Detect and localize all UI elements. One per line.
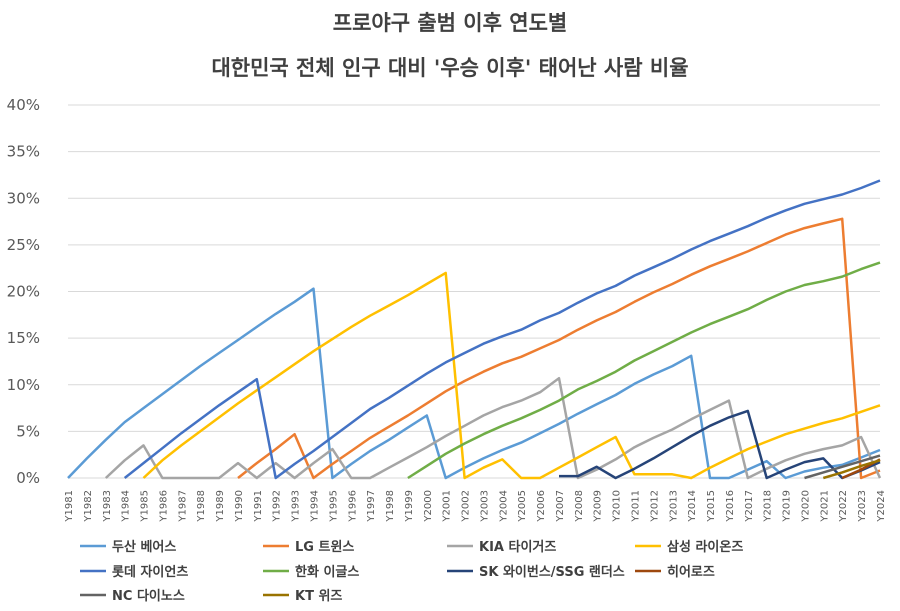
y-tick-label: 10% bbox=[7, 376, 40, 394]
y-tick-label: 0% bbox=[16, 469, 40, 487]
legend-label: KIA 타이거즈 bbox=[479, 539, 556, 555]
legend-label: 삼성 라이온즈 bbox=[667, 539, 743, 555]
x-tick-label: Y1993 bbox=[291, 490, 302, 523]
x-tick-label: Y2022 bbox=[838, 490, 849, 523]
x-tick-label: Y1995 bbox=[328, 490, 339, 523]
x-tick-label: Y2007 bbox=[555, 490, 566, 523]
y-tick-label: 5% bbox=[16, 422, 40, 440]
x-tick-label: Y2002 bbox=[461, 490, 472, 523]
legend-label: KT 위즈 bbox=[295, 589, 342, 604]
legend-label: 두산 베어스 bbox=[112, 539, 176, 555]
chart-subtitle: 대한민국 전체 인구 대비 '우승 이후' 태어난 사람 비율 bbox=[211, 56, 688, 80]
legend-label: LG 트윈스 bbox=[295, 540, 354, 555]
y-tick-label: 35% bbox=[7, 143, 40, 161]
series-line bbox=[104, 376, 882, 480]
x-tick-label: Y2020 bbox=[800, 490, 811, 523]
x-tick-label: Y2003 bbox=[479, 490, 490, 523]
x-tick-label: Y2017 bbox=[744, 490, 755, 523]
x-tick-label: Y2004 bbox=[498, 490, 509, 523]
x-tick-label: Y2011 bbox=[631, 490, 642, 523]
x-tick-label: Y2016 bbox=[725, 490, 736, 523]
x-tick-label: Y1983 bbox=[102, 490, 113, 523]
chart-title: 프로야구 출범 이후 연도별 bbox=[333, 11, 567, 35]
legend-label: 한화 이글스 bbox=[295, 564, 359, 580]
x-tick-label: Y2006 bbox=[536, 490, 547, 523]
y-tick-label: 30% bbox=[7, 189, 40, 207]
x-tick-label: Y1985 bbox=[140, 490, 151, 523]
x-tick-label: Y2021 bbox=[819, 490, 830, 523]
series-line bbox=[237, 217, 881, 480]
x-tick-label: Y2001 bbox=[442, 490, 453, 523]
x-tick-label: Y2000 bbox=[423, 490, 434, 523]
x-tick-label: Y2008 bbox=[574, 490, 585, 523]
series-line bbox=[559, 409, 881, 480]
y-tick-label: 15% bbox=[7, 329, 40, 347]
x-tick-label: Y1982 bbox=[83, 490, 94, 523]
x-tick-label: Y2013 bbox=[668, 490, 679, 523]
x-tick-label: Y2012 bbox=[649, 490, 660, 523]
x-tick-label: Y1999 bbox=[404, 490, 415, 523]
x-tick-label: Y1988 bbox=[196, 490, 207, 523]
x-tick-label: Y1996 bbox=[347, 490, 358, 523]
x-tick-label: Y2005 bbox=[517, 490, 528, 523]
x-tick-label: Y1990 bbox=[234, 490, 245, 523]
x-tick-label: Y1987 bbox=[177, 490, 188, 523]
legend-label: 히어로즈 bbox=[667, 564, 715, 580]
legend-label: 롯데 자이언츠 bbox=[112, 564, 188, 580]
x-tick-label: Y2014 bbox=[687, 490, 698, 523]
series-line bbox=[407, 261, 881, 480]
x-tick-label: Y1989 bbox=[215, 490, 226, 523]
x-tick-label: Y2019 bbox=[782, 490, 793, 523]
y-tick-label: 20% bbox=[7, 283, 40, 301]
y-tick-label: 25% bbox=[7, 236, 40, 254]
x-tick-label: Y2010 bbox=[612, 490, 623, 523]
y-axis-ticks: 0% 5% 10% 15% 20% 25% 30% 35% 40% bbox=[7, 96, 40, 487]
series-line bbox=[804, 454, 881, 480]
legend-label: NC 다이노스 bbox=[112, 588, 185, 604]
x-tick-label: Y1998 bbox=[385, 490, 396, 523]
x-tick-label: Y1992 bbox=[272, 490, 283, 523]
x-tick-label: Y2024 bbox=[876, 490, 887, 523]
gridlines bbox=[68, 104, 880, 479]
x-tick-label: Y2018 bbox=[763, 490, 774, 523]
x-tick-label: Y1981 bbox=[64, 490, 75, 523]
legend-label: SK 와이번스/SSG 랜더스 bbox=[479, 564, 625, 580]
x-tick-label: Y1997 bbox=[366, 490, 377, 523]
x-tick-label: Y1984 bbox=[121, 490, 132, 523]
x-tick-label: Y2009 bbox=[593, 490, 604, 523]
y-tick-label: 40% bbox=[7, 96, 40, 114]
series-line bbox=[123, 179, 881, 480]
series-line bbox=[67, 287, 881, 480]
series-line bbox=[822, 459, 881, 480]
x-tick-label: Y2023 bbox=[857, 490, 868, 523]
x-axis-ticks: Y1981 Y1982 Y1983 Y1984 Y1985 Y1986 Y1987 Y1988… bbox=[64, 490, 887, 523]
x-tick-label: Y2015 bbox=[706, 490, 717, 523]
x-tick-label: Y1994 bbox=[309, 490, 320, 523]
series-lines bbox=[67, 179, 882, 480]
x-tick-label: Y1986 bbox=[158, 490, 169, 523]
x-tick-label: Y1991 bbox=[253, 490, 264, 523]
